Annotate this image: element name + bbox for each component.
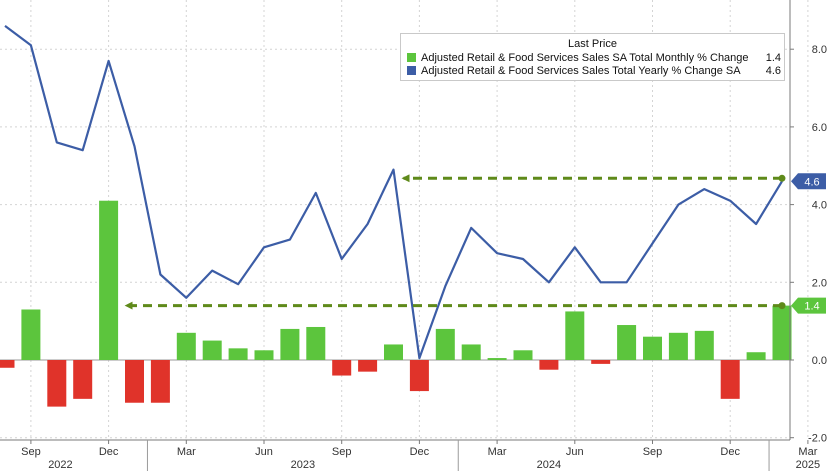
x-tick-label: Mar (798, 446, 817, 458)
monthly-change-bar (125, 360, 144, 403)
x-axis: Sep Dec Mar Jun Sep Dec Mar Jun Sep Dec Mar 2022 202… (0, 439, 820, 471)
legend-value-yearly: 4.6 (765, 65, 781, 77)
x-year-label: 2025 (796, 459, 820, 471)
monthly-change-bar (176, 332, 196, 360)
x-tick-label: Dec (720, 446, 740, 458)
monthly-change-bar (358, 360, 378, 372)
monthly-change-bar (643, 336, 662, 360)
monthly-change-bar (461, 344, 481, 360)
yearly-change-line-group (4, 25, 783, 360)
legend-title: Last Price (568, 38, 617, 50)
y-tick-label: 2.0 (812, 277, 827, 289)
arrow-yearly-origin (778, 174, 786, 182)
x-tick-label: Jun (566, 446, 584, 458)
x-tick-label: Sep (332, 446, 352, 458)
monthly-change-bar (150, 360, 170, 403)
monthly-change-bar (332, 360, 352, 376)
monthly-change-bar (99, 200, 119, 360)
monthly-change-bar (435, 328, 455, 360)
x-tick-label: Dec (99, 446, 119, 458)
monthly-change-bar (694, 330, 714, 360)
monthly-change-bar (228, 348, 248, 360)
monthly-change-bar (73, 360, 93, 399)
x-year-label: 2022 (48, 459, 72, 471)
x-year-label: 2024 (537, 459, 561, 471)
x-tick-label: Mar (177, 446, 196, 458)
monthly-change-bar (202, 340, 222, 360)
monthly-change-bar (47, 360, 67, 407)
value-flag: 4.6 (791, 173, 826, 190)
monthly-change-bar (384, 344, 403, 360)
monthly-change-bar (409, 360, 429, 392)
monthly-change-bar (746, 352, 766, 360)
legend-item-monthly: Adjusted Retail & Food Services Sales SA… (407, 52, 781, 65)
x-tick-label: Jun (255, 446, 273, 458)
legend-label-monthly: Adjusted Retail & Food Services Sales SA… (421, 52, 749, 64)
monthly-change-bar (591, 360, 611, 364)
legend-swatch-yearly (407, 66, 416, 75)
yearly-change-line (4, 25, 783, 360)
x-year-label: 2023 (291, 459, 315, 471)
value-flag-shape (791, 297, 826, 314)
y-tick-label: 8.0 (812, 44, 827, 56)
monthly-change-bar (617, 325, 637, 360)
monthly-change-bar (0, 360, 15, 368)
y-tick-label: 4.0 (812, 200, 827, 212)
arrow-monthly-origin (778, 302, 786, 310)
monthly-change-bars (0, 200, 792, 407)
value-flag-shape (791, 173, 826, 190)
x-tick-label: Sep (21, 446, 41, 458)
legend-value-monthly: 1.4 (765, 52, 781, 64)
value-flags: 4.6 1.4 (791, 173, 826, 314)
monthly-change-bar (565, 311, 585, 360)
monthly-change-bar (513, 350, 533, 360)
monthly-change-bar (306, 326, 326, 360)
monthly-change-bar (720, 360, 740, 399)
monthly-change-bar (668, 332, 688, 360)
annotation-arrows (124, 174, 786, 310)
x-tick-label: Sep (643, 446, 663, 458)
legend-label-yearly: Adjusted Retail & Food Services Sales To… (421, 65, 741, 77)
legend: Last Price Adjusted Retail & Food Servic… (400, 33, 785, 81)
y-tick-label: 6.0 (812, 122, 827, 134)
monthly-change-bar (487, 358, 507, 360)
monthly-change-bar (21, 309, 41, 360)
x-tick-label: Mar (488, 446, 507, 458)
monthly-change-bar (280, 328, 300, 360)
legend-swatch-monthly (407, 53, 416, 62)
monthly-change-bar (772, 305, 792, 360)
value-flag-label: 1.4 (804, 301, 819, 313)
y-tick-label: -2.0 (808, 433, 827, 445)
legend-item-yearly: Adjusted Retail & Food Services Sales To… (407, 65, 781, 78)
value-flag: 1.4 (791, 297, 826, 314)
y-tick-label: 0.0 (812, 355, 827, 367)
value-flag-label: 4.6 (804, 176, 819, 188)
monthly-change-bar (254, 350, 274, 360)
x-tick-label: Dec (410, 446, 430, 458)
y-axis: 8.0 6.0 4.0 2.0 0.0 -2.0 (789, 0, 827, 445)
monthly-change-bar (539, 360, 559, 370)
